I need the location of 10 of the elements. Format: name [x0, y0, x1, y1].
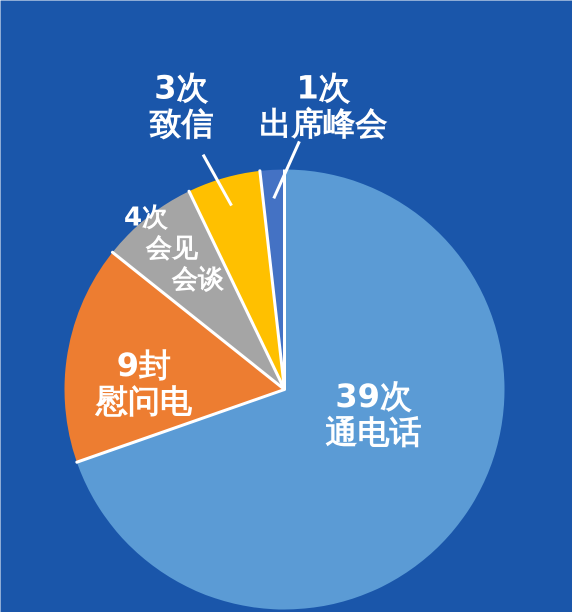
data-label: 1次: [296, 68, 351, 107]
slice-label: 慰问电: [94, 382, 193, 420]
slice-label: 通电话: [326, 412, 422, 451]
data-label: 3次: [154, 68, 208, 107]
slice-label: 出席峰会: [260, 104, 388, 143]
data-label: 4次: [124, 202, 170, 232]
slice-label: 致信: [148, 104, 214, 143]
data-label: 9封: [116, 346, 171, 384]
data-label: 39次: [335, 376, 412, 415]
slice-label: 会见会谈: [145, 233, 226, 295]
